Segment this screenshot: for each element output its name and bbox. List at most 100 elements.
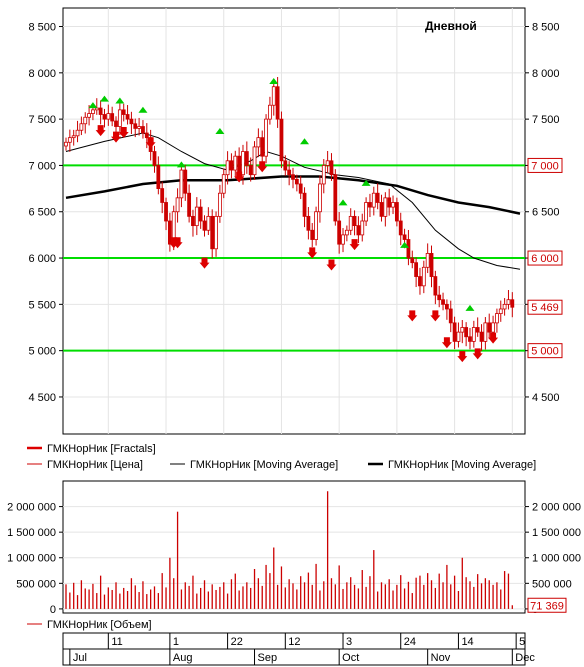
candle-body [287,169,292,176]
candle-body [217,192,222,217]
candle-body [448,308,453,324]
volume-plot-frame [62,480,526,614]
candle-body [302,192,307,217]
candle-body [391,202,395,208]
volume-tick-label: 500 000 [532,578,572,590]
candle-body [479,331,484,342]
day-tick-label: 12 [288,636,300,648]
candle-body [502,303,507,310]
candle-body [418,276,422,287]
volume-tick-label: 2 000 000 [532,502,581,514]
candle-body [456,331,461,342]
candle-body [87,113,91,118]
day-tick-label: 24 [404,636,416,648]
candle-body [175,197,180,213]
price-tick-label: 5 000 [28,346,56,358]
fractal-up-marker [99,95,109,102]
level-badge [527,250,563,266]
price-tick-label: 6 500 [532,207,560,219]
candle-body [487,322,492,333]
price-tick-label: 6 000 [28,253,56,265]
month-tick-label: Aug [173,652,193,664]
candle-body [156,165,161,189]
candle-body [398,220,403,236]
candle-body [452,322,457,342]
candle-body [364,202,369,222]
volume-tick-label: 1 000 000 [7,553,56,565]
candle-body [460,327,465,333]
candle-body [344,229,349,236]
fractal-down-marker [257,161,268,173]
last-volume-label: 71 369 [530,600,564,612]
candle-body [379,202,384,217]
candle-body [294,178,299,185]
fractal-up-marker [300,138,310,145]
candle-body [202,220,207,231]
price-tick-label: 5 500 [28,299,56,311]
candle-body [194,206,199,227]
candle-body [94,107,99,111]
candle-body [210,215,215,250]
price-levels: 7 000 6 000 5 000 5 469 [63,157,563,359]
volume-axis-left: 0 500 000 1 000 000 1 500 000 2 000 000 [7,502,63,616]
price-axis-left: 4 500 5 000 5 500 6 000 6 500 7 000 7 500 8 000… [28,22,63,404]
level-badge [527,343,563,359]
candle-body [79,123,84,131]
candle-body [229,160,234,171]
candle-body [225,160,230,176]
candle-body [406,239,411,259]
candle-body [318,183,322,213]
last-price-badge [527,299,563,315]
level-badge-label: 5 000 [531,346,559,358]
candle-body [183,169,188,194]
candle-body [387,197,392,208]
price-tick-label: 8 000 [532,68,560,80]
candle-body [67,137,72,143]
candle-body [279,118,284,162]
fractal-markers [88,78,499,363]
candle-body [348,215,353,231]
candle-body [141,126,145,134]
candle-body [337,220,342,245]
candle-body [268,104,272,120]
candle-body [483,322,488,342]
candle-body [414,262,419,277]
candle-body [252,146,257,176]
candle-body [129,118,134,125]
candle-body [271,86,276,106]
candle-body [167,220,172,245]
candle-body [98,107,103,115]
fractal-down-marker [234,171,245,183]
candle-body [491,322,495,333]
price-tick-label: 8 500 [532,22,560,34]
candle-body [206,215,211,231]
fractal-down-marker [118,127,129,139]
fractal-down-marker [172,237,183,249]
price-plot-frame [62,7,526,435]
candle-body [495,313,499,324]
candle-body [283,160,288,171]
candle-body [83,116,88,125]
candle-body [306,215,311,231]
candle-body [164,202,168,222]
candle-body [352,215,357,227]
candle-body [444,303,449,310]
candle-body [91,109,95,114]
legend-label: ГМКНорНик [Moving Average] [388,459,536,471]
fractal-down-marker [145,137,156,149]
candle-body [191,215,195,227]
candle-body [433,276,438,296]
legend-label: ГМКНорНик [Объем] [47,619,152,631]
legend-label: ГМКНорНик [Fractals] [47,443,156,455]
volume-tick-label: 500 000 [16,578,56,590]
legend-label: ГМКНорНик [Moving Average] [190,459,338,471]
candle-body [125,114,130,120]
price-tick-label: 6 500 [28,207,56,219]
candle-body [468,336,472,342]
last-price-label: 5 469 [531,302,559,314]
candle-body [233,155,238,171]
volume-grid [63,506,525,610]
